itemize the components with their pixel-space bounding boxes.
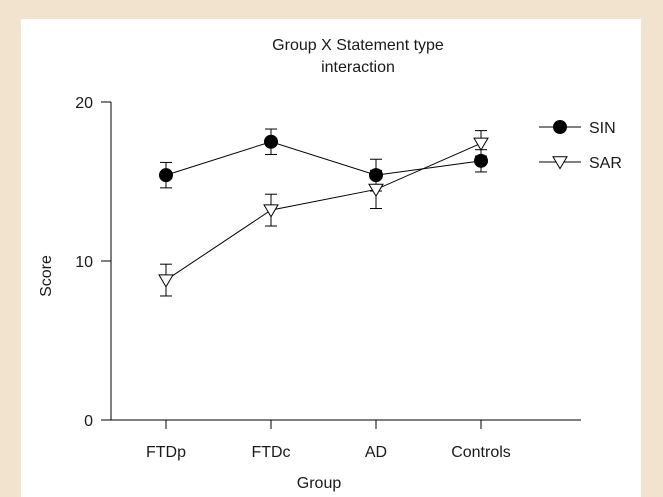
chart-frame: Group X Statement type interaction Score… <box>21 19 641 497</box>
y-tick-label: 0 <box>84 413 93 430</box>
chart-subtitle: interaction <box>321 59 395 76</box>
data-point-sar <box>158 274 174 288</box>
x-tick-label: FTDp <box>146 444 186 461</box>
legend-label-sar: SAR <box>589 155 622 172</box>
legend-marker-sin <box>553 120 567 134</box>
y-tick-label: 20 <box>75 95 93 112</box>
x-tick-label: AD <box>365 444 387 461</box>
y-axis-label: Score <box>38 255 55 297</box>
line-chart: Group X Statement type interaction Score… <box>38 37 622 492</box>
series-line-sin <box>165 141 482 176</box>
data-point-sar <box>368 183 384 198</box>
legend-marker-sar <box>552 156 568 170</box>
data-point-sin <box>159 168 173 183</box>
chart-title: Group X Statement type <box>272 37 444 54</box>
x-tick-label: FTDc <box>251 444 290 461</box>
series-line-sar <box>165 142 482 281</box>
legend-label-sin: SIN <box>589 120 616 137</box>
data-point-sin <box>264 134 278 149</box>
y-tick-label: 10 <box>75 254 93 271</box>
data-point-sar <box>473 137 489 151</box>
x-axis-label: Group <box>297 475 342 492</box>
x-tick-label: Controls <box>451 444 511 461</box>
data-point-sar <box>263 204 279 218</box>
